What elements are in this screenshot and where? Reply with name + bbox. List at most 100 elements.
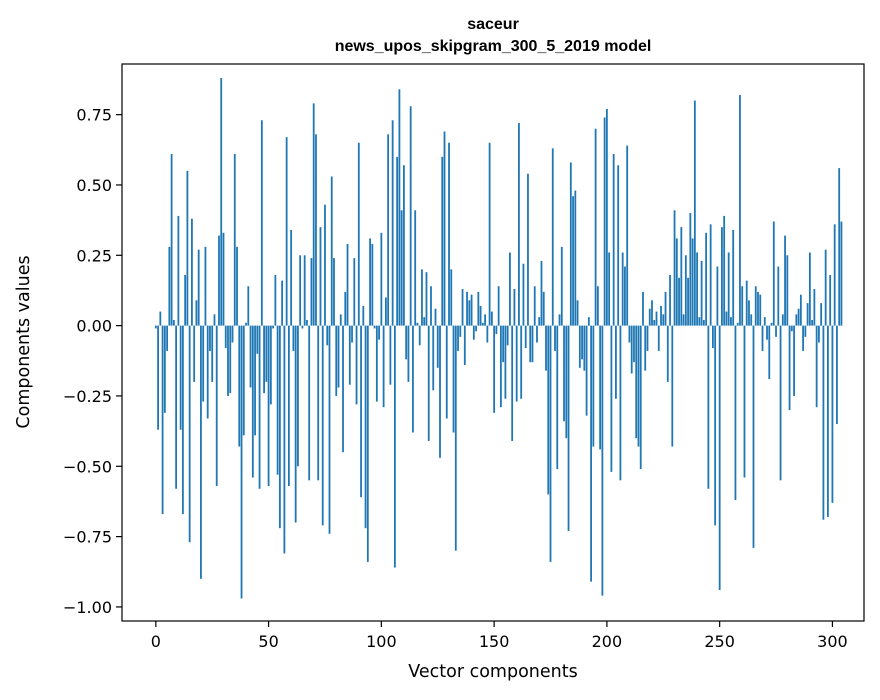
bar-29 (220, 78, 223, 326)
bar-295 (820, 303, 823, 326)
bar-166 (529, 325, 532, 363)
bar-262 (745, 280, 748, 326)
bar-52 (272, 325, 274, 329)
bar-83 (342, 325, 344, 453)
bar-70 (312, 103, 315, 326)
bar-4 (163, 325, 166, 413)
bar-287 (802, 325, 804, 351)
bar-260 (741, 286, 744, 326)
bar-216 (642, 291, 644, 326)
bar-250 (718, 325, 721, 591)
bar-42 (249, 325, 252, 388)
bar-223 (657, 325, 660, 351)
bar-152 (497, 286, 500, 326)
bar-232 (678, 277, 680, 326)
bar-110 (403, 165, 405, 326)
bar-136 (461, 289, 464, 326)
x-tick-label: 100 (366, 632, 397, 651)
bar-96 (371, 244, 374, 326)
bar-124 (434, 308, 437, 326)
bar-137 (463, 325, 466, 365)
bar-235 (684, 255, 687, 326)
bar-60 (290, 229, 293, 326)
bar-283 (793, 325, 795, 396)
bar-78 (330, 176, 333, 326)
bar-304 (840, 221, 843, 326)
bar-107 (396, 156, 399, 326)
bar-40 (245, 322, 247, 326)
bar-97 (373, 325, 376, 329)
bar-203 (612, 154, 615, 326)
bar-25 (211, 325, 214, 382)
bar-135 (459, 325, 462, 337)
bar-272 (768, 325, 771, 380)
bar-201 (608, 252, 611, 326)
bar-111 (405, 325, 408, 360)
bar-113 (409, 106, 412, 326)
bar-159 (513, 289, 516, 326)
bar-233 (680, 227, 683, 326)
bar-84 (344, 291, 347, 326)
bar-245 (707, 325, 710, 489)
bar-291 (811, 319, 814, 326)
bar-20 (200, 325, 202, 579)
bar-209 (626, 145, 629, 326)
bar-131 (450, 269, 453, 326)
bar-169 (536, 325, 538, 343)
bar-298 (827, 325, 829, 517)
bar-175 (549, 325, 552, 562)
bar-92 (362, 305, 365, 326)
bar-212 (633, 325, 635, 363)
bar-series (154, 78, 843, 599)
bar-239 (693, 100, 696, 326)
bar-190 (583, 325, 586, 371)
bar-228 (669, 274, 671, 326)
bar-95 (369, 238, 371, 326)
bar-2 (159, 311, 162, 326)
bar-55 (278, 325, 281, 529)
bar-102 (384, 297, 387, 326)
bar-98 (375, 325, 378, 402)
bar-99 (378, 325, 380, 340)
bar-168 (533, 286, 536, 326)
bar-208 (624, 266, 626, 326)
bar-53 (274, 274, 277, 326)
bar-14 (186, 170, 189, 326)
bar-162 (520, 325, 523, 399)
bar-35 (233, 154, 236, 326)
bar-63 (297, 325, 299, 467)
bar-116 (416, 322, 419, 326)
bar-6 (168, 246, 171, 326)
bar-15 (188, 325, 191, 543)
bar-151 (495, 325, 498, 335)
bar-180 (560, 246, 563, 326)
bar-284 (795, 314, 798, 326)
bar-121 (427, 325, 430, 441)
bar-230 (673, 210, 676, 326)
bar-114 (412, 325, 414, 433)
bar-276 (777, 266, 780, 326)
bar-181 (563, 325, 565, 422)
bar-76 (326, 325, 329, 346)
bar-155 (504, 325, 507, 399)
bar-31 (224, 325, 227, 349)
bar-170 (538, 317, 541, 326)
bar-74 (321, 325, 324, 526)
bar-226 (664, 291, 667, 326)
bar-144 (479, 305, 482, 326)
y-tick-label: −0.75 (63, 528, 112, 547)
bar-299 (829, 274, 832, 326)
bar-39 (242, 325, 245, 436)
bar-41 (247, 286, 250, 326)
chart-title: saceur (467, 16, 519, 33)
bar-263 (748, 300, 750, 326)
bar-286 (799, 294, 802, 326)
y-tick-label: 0.25 (76, 246, 112, 265)
x-tick-label: 250 (704, 632, 735, 651)
bar-186 (574, 190, 577, 326)
bar-82 (339, 314, 342, 326)
bar-292 (813, 289, 816, 326)
bar-122 (430, 286, 432, 326)
bar-69 (310, 258, 313, 326)
